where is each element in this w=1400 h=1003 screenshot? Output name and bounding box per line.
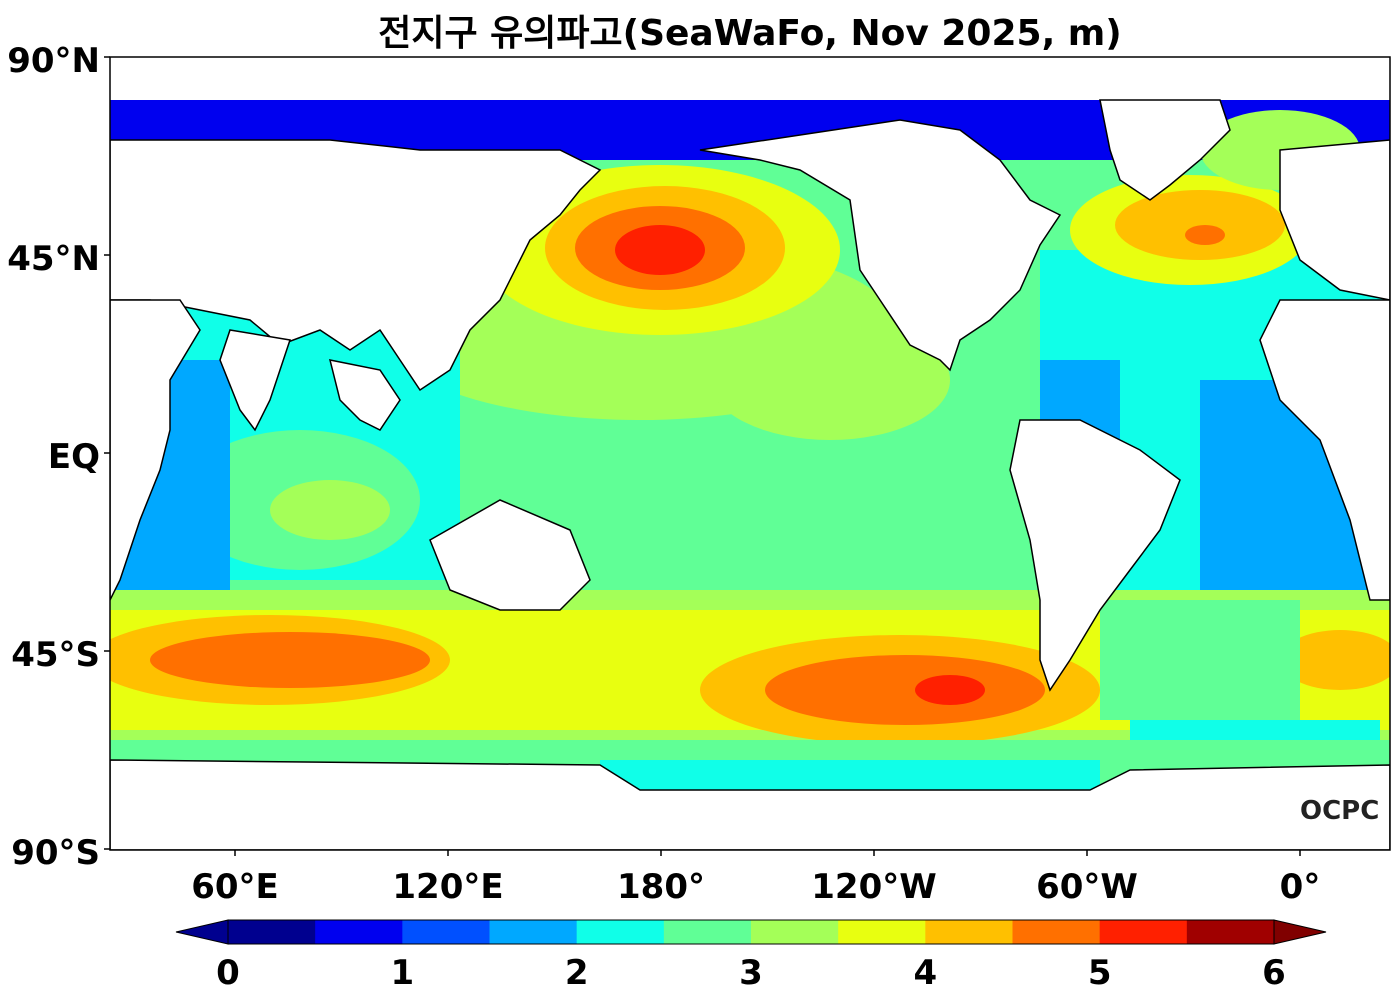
lon-axis: 60°E 120°E 180° 120°W 60°W 0° (191, 850, 1320, 907)
colorbar-tick-label: 6 (1262, 953, 1286, 993)
colorbar-bin (402, 920, 490, 944)
colorbar-bin (1186, 920, 1275, 944)
colorbar-bin (751, 920, 839, 944)
lat-label-90n: 90°N (7, 41, 100, 81)
wave-height-field (110, 57, 1390, 850)
colorbar-bin (1099, 920, 1188, 944)
colorbar-bin (315, 920, 403, 944)
colorbar-bin (576, 920, 665, 944)
lat-label-45s: 45°S (11, 635, 100, 675)
lat-axis: 90°N 45°N EQ 45°S 90°S (7, 41, 110, 873)
colorbar-bin (489, 920, 578, 944)
colorbar-bin (1012, 920, 1101, 944)
lon-label-180: 180° (617, 867, 705, 907)
lon-label-0: 0° (1280, 867, 1321, 907)
lat-label-eq: EQ (48, 437, 100, 477)
colorbar-under-arrow (175, 919, 229, 945)
colorbar-tick-label: 3 (739, 953, 763, 993)
colorbar-bin (228, 920, 316, 944)
colorbar-tick-label: 2 (565, 953, 589, 993)
colorbar-bin (925, 920, 1013, 944)
map-title: 전지구 유의파고(SeaWaFo, Nov 2025, m) (378, 13, 1122, 54)
lon-label-120w: 120°W (811, 867, 936, 907)
colorbar-bin (663, 920, 752, 944)
colorbar-tick-label: 1 (390, 953, 414, 993)
land (110, 57, 1390, 850)
lon-label-120e: 120°E (392, 867, 503, 907)
colorbar-tick-label: 5 (1088, 953, 1112, 993)
colorbar-over-arrow (1273, 919, 1327, 945)
colorbar: 0 1 2 3 4 5 6 (175, 919, 1327, 993)
watermark-ocpc: OCPC (1300, 796, 1380, 826)
lon-label-60e: 60°E (191, 867, 279, 907)
lon-label-60w: 60°W (1036, 867, 1138, 907)
colorbar-tick-label: 4 (913, 953, 937, 993)
lat-label-90s: 90°S (11, 833, 100, 873)
colorbar-bin (838, 920, 926, 944)
lat-label-45n: 45°N (7, 239, 100, 279)
colorbar-tick-label: 0 (216, 953, 240, 993)
